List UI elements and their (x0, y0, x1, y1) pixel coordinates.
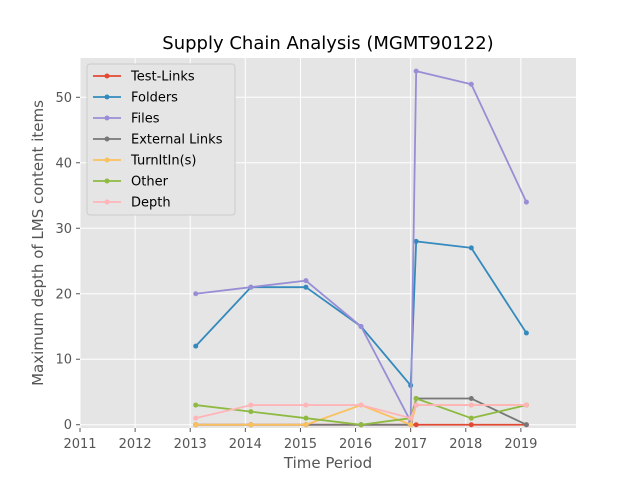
y-axis-label: Maximum depth of LMS content items (29, 100, 47, 386)
series-line (195, 70, 528, 423)
legend-swatch-marker (104, 94, 110, 100)
data-point (303, 284, 309, 290)
series-line (195, 240, 528, 387)
series-line (195, 397, 527, 426)
x-tick-label: 2018 (449, 437, 482, 452)
data-point (413, 402, 419, 408)
data-point (408, 415, 414, 421)
data-point (193, 415, 199, 421)
legend-swatch-marker (104, 73, 110, 79)
legend-label: Files (131, 112, 160, 127)
legend-entry: TurnItIn(s) (93, 154, 196, 169)
data-point (248, 409, 254, 415)
y-tick-label: 40 (55, 156, 72, 171)
legend-swatch-marker (104, 136, 110, 142)
y-tick-label: 50 (55, 91, 72, 106)
data-point (468, 81, 474, 87)
y-tick-label: 10 (55, 353, 72, 368)
data-point (193, 402, 199, 408)
data-point (413, 238, 419, 244)
data-point (413, 422, 419, 428)
data-point (468, 396, 474, 402)
x-tick-label: 2013 (174, 437, 207, 452)
x-tick-label: 2012 (119, 437, 152, 452)
data-point (358, 402, 364, 408)
chart-title: Supply Chain Analysis (MGMT90122) (162, 33, 493, 54)
legend-swatch-marker (104, 178, 110, 184)
data-point (468, 245, 474, 251)
legend-entry: Files (93, 112, 160, 127)
data-point (358, 323, 364, 329)
legend-label: TurnItIn(s) (130, 154, 196, 169)
data-point (468, 422, 474, 428)
data-point (413, 68, 419, 74)
series-files (193, 68, 529, 424)
legend-swatch-marker (104, 115, 110, 121)
legend-label: External Links (131, 133, 223, 148)
x-tick-label: 2017 (394, 437, 427, 452)
x-tick-label: 2014 (229, 437, 262, 452)
y-tick-label: 20 (55, 287, 72, 302)
y-tick-label: 0 (64, 418, 72, 433)
legend-swatch-marker (104, 157, 110, 163)
x-tick-label: 2011 (63, 437, 96, 452)
x-tick-label: 2016 (339, 437, 372, 452)
x-axis-label: Time Period (283, 454, 372, 472)
data-point (413, 396, 419, 402)
series-layer (193, 68, 529, 428)
data-point (248, 422, 254, 428)
data-point (523, 330, 529, 336)
x-tick-label: 2019 (504, 437, 537, 452)
data-point (408, 422, 414, 428)
data-point (193, 291, 199, 297)
legend-label: Other (131, 175, 169, 190)
legend-entry: Test-Links (93, 70, 195, 85)
data-point (248, 402, 254, 408)
data-point (193, 343, 199, 349)
series-line (195, 404, 527, 420)
data-point (193, 422, 199, 428)
legend-label: Depth (131, 196, 171, 211)
legend-entry: Folders (93, 91, 178, 106)
legend-entry: Other (93, 175, 169, 190)
data-point (248, 284, 254, 290)
legend-label: Test-Links (130, 70, 195, 85)
data-point (303, 402, 309, 408)
legend-box (86, 63, 236, 216)
legend-label: Folders (131, 91, 178, 106)
data-point (523, 199, 529, 205)
y-tick-label: 30 (55, 222, 72, 237)
data-point (358, 422, 364, 428)
y-axis: 0 10 20 30 40 50 (55, 91, 80, 433)
legend-entry: External Links (93, 133, 223, 148)
x-axis: 2011 2012 2013 2014 2015 2016 2017 2018 2019 (63, 428, 537, 452)
data-point (468, 402, 474, 408)
legend: Test-Links Folders Files External Links Turn… (86, 63, 236, 216)
x-tick-label: 2015 (284, 437, 317, 452)
data-point (303, 278, 309, 284)
data-point (303, 415, 309, 421)
series-depth (193, 402, 529, 421)
legend-swatch-marker (104, 199, 110, 205)
data-point (303, 422, 309, 428)
data-point (468, 415, 474, 421)
data-point (523, 422, 529, 428)
data-point (523, 402, 529, 408)
legend-entry: Depth (93, 196, 171, 211)
